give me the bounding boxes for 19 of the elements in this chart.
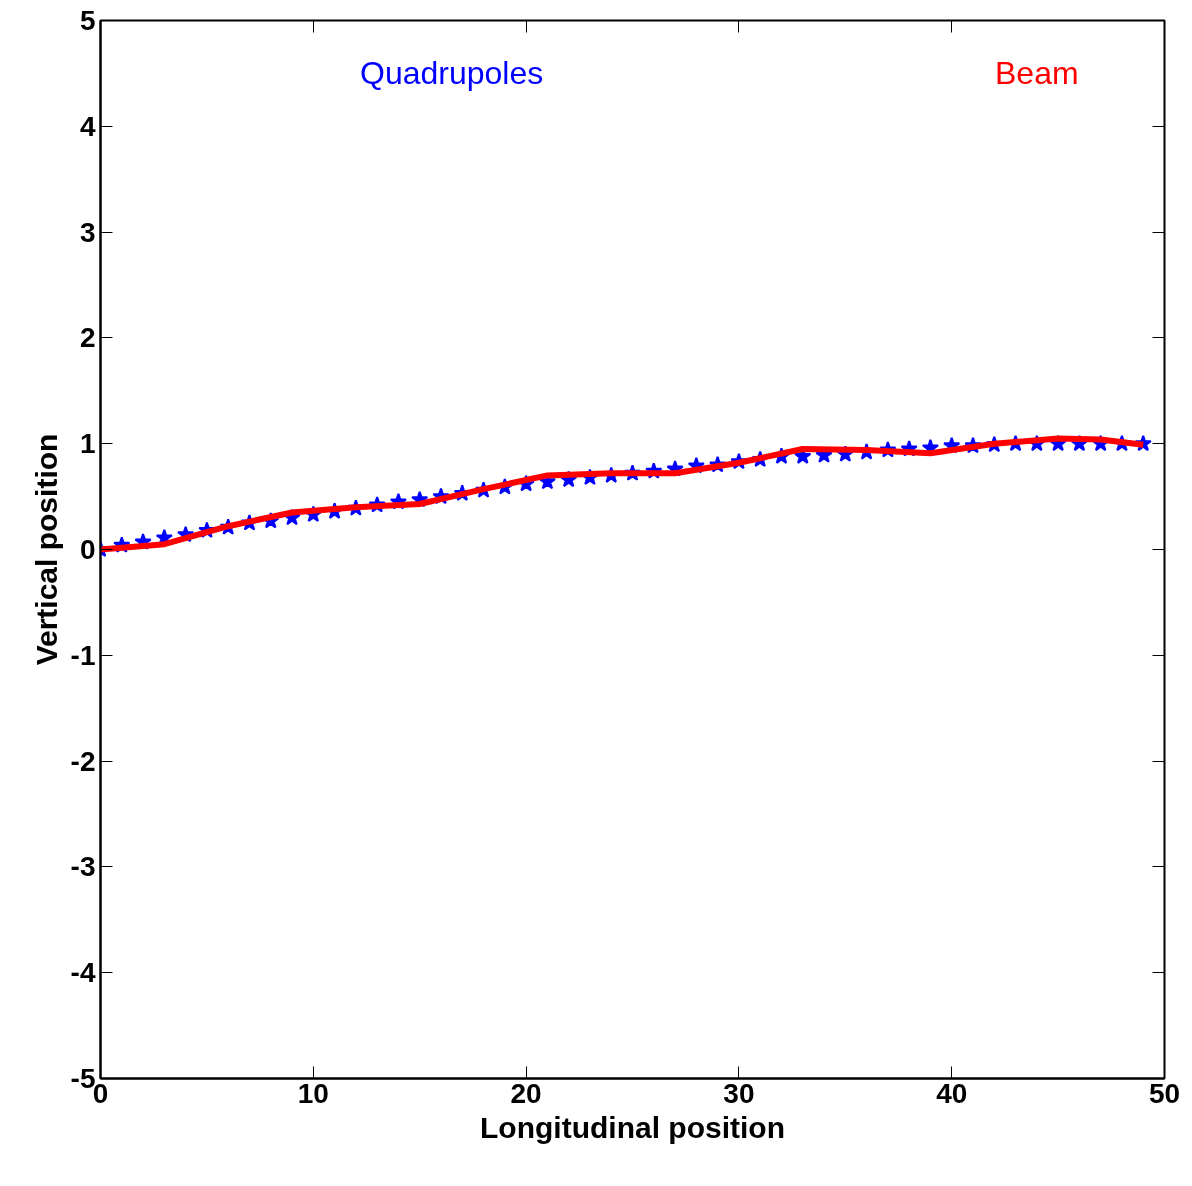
- x-axis-title: Longitudinal position: [480, 1110, 785, 1144]
- y-tick-label: 4: [79, 110, 96, 142]
- y-tick-label: 1: [79, 428, 96, 460]
- x-tick-label: 40: [936, 1077, 968, 1109]
- y-axis-title: Vertical position: [29, 433, 63, 666]
- y-tick-label: 5: [79, 5, 96, 36]
- x-tick-label: 10: [297, 1077, 329, 1109]
- y-tick-label: 0: [79, 534, 96, 565]
- y-tick-label: -2: [70, 745, 96, 777]
- y-tick-label: -1: [70, 639, 96, 671]
- y-tick-label: -4: [70, 957, 96, 989]
- x-tick-label: 30: [723, 1077, 755, 1109]
- text: Quadrupoles: [360, 55, 544, 92]
- y-tick-label: 2: [79, 322, 96, 354]
- x-tick-label: 50: [1148, 1077, 1181, 1109]
- y-tick-label: -3: [70, 851, 96, 883]
- x-tick-label: 20: [510, 1077, 542, 1109]
- text: Beam: [995, 55, 1079, 92]
- y-tick-label: 3: [79, 216, 96, 248]
